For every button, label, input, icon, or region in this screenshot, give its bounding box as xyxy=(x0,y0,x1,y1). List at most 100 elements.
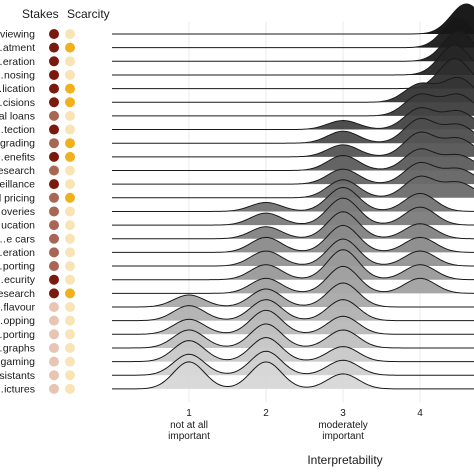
stakes-dot xyxy=(49,274,59,285)
scarcity-column-header: Scarcity xyxy=(67,7,110,21)
indicator-dots xyxy=(49,29,75,394)
scarcity-dot xyxy=(65,233,75,244)
ridge-area xyxy=(112,249,474,280)
stakes-dot xyxy=(49,124,59,135)
row-label: …cisions xyxy=(0,97,35,109)
stakes-dot xyxy=(49,383,59,394)
ridge-line xyxy=(112,249,474,281)
scarcity-dot xyxy=(65,138,75,149)
scarcity-dot xyxy=(65,261,75,272)
ridge-area xyxy=(112,239,474,267)
scarcity-dot xyxy=(65,151,75,162)
stakes-dot xyxy=(49,288,59,299)
ridge-area xyxy=(112,198,474,226)
ridge-line xyxy=(112,238,474,267)
scarcity-dot xyxy=(65,370,75,381)
ridge-area xyxy=(112,361,474,389)
row-labels: …viewing…atment…eration…nosing…lication…… xyxy=(0,29,36,396)
row-label: …gaming xyxy=(0,356,35,368)
ridge-line xyxy=(112,323,474,349)
stakes-dot xyxy=(49,56,59,67)
x-tick-sublabel: not at all xyxy=(170,420,208,431)
row-label: …esearch xyxy=(0,288,35,300)
scarcity-dot xyxy=(65,110,75,121)
scarcity-dot xyxy=(65,302,75,312)
scarcity-dot xyxy=(65,288,75,299)
stakes-dot xyxy=(49,165,59,176)
ridge-area xyxy=(112,17,474,48)
ridge-line xyxy=(112,350,474,376)
row-label: …ucation xyxy=(0,220,35,232)
ridge-line xyxy=(112,30,474,62)
ridge-area xyxy=(112,351,474,376)
row-label: …porting xyxy=(0,261,35,273)
scarcity-dot xyxy=(65,69,75,80)
ridge-area xyxy=(112,310,474,335)
row-label: …tection xyxy=(0,124,35,136)
stakes-dot xyxy=(49,220,59,231)
ridges xyxy=(112,3,474,390)
stakes-dot xyxy=(49,261,59,272)
scarcity-dot xyxy=(65,274,75,285)
ridge-line xyxy=(112,44,474,76)
row-label: …overies xyxy=(0,206,35,218)
scarcity-dot xyxy=(65,42,75,53)
ridge-line xyxy=(112,76,474,103)
stakes-dot xyxy=(49,192,59,203)
stakes-dot xyxy=(49,370,59,381)
ridge-area xyxy=(112,266,474,294)
stakes-dot xyxy=(49,179,59,190)
ridge-line xyxy=(112,161,474,185)
scarcity-dot xyxy=(65,192,75,203)
ridge-line xyxy=(112,282,474,308)
ridge-line xyxy=(112,309,474,335)
stakes-dot xyxy=(49,329,59,340)
ridge-area xyxy=(112,176,474,198)
stakes-dot xyxy=(49,356,59,367)
stakes-dot xyxy=(49,97,59,108)
stakes-dot xyxy=(49,29,59,39)
ridge-line xyxy=(112,3,474,35)
ridge-area xyxy=(112,225,474,253)
row-label: …atment xyxy=(0,42,35,54)
row-label: …grading xyxy=(0,138,35,150)
row-label: …eration xyxy=(0,247,35,259)
x-tick-sublabel: moderately xyxy=(318,420,367,431)
row-label: …ictures xyxy=(0,383,35,395)
row-label: …porting xyxy=(0,329,35,341)
ridge-line xyxy=(112,107,474,131)
x-tick-label: 1 xyxy=(186,408,192,419)
ridge-line xyxy=(112,93,474,117)
ridge-line xyxy=(112,148,474,171)
stakes-dot xyxy=(49,42,59,53)
ridge-line xyxy=(112,361,474,390)
ridge-area xyxy=(112,4,474,34)
stakes-dot xyxy=(49,315,59,326)
row-label: …l pricing xyxy=(0,192,35,204)
scarcity-dot xyxy=(65,83,75,94)
scarcity-dot xyxy=(65,124,75,135)
scarcity-dot xyxy=(65,97,75,108)
scarcity-dot xyxy=(65,220,75,231)
gridlines xyxy=(188,22,421,402)
scarcity-dot xyxy=(65,56,75,67)
stakes-dot xyxy=(49,110,59,121)
ridge-area xyxy=(112,337,474,362)
scarcity-dot xyxy=(65,329,75,340)
ridge-line xyxy=(112,186,474,212)
row-label: …sistants xyxy=(0,370,35,382)
ridge-line xyxy=(112,299,474,322)
row-label: …al loans xyxy=(0,110,35,122)
x-axis-title: Interpretability xyxy=(307,453,382,467)
stakes-dot xyxy=(49,151,59,162)
x-tick-label: 3 xyxy=(340,408,346,419)
x-tick-label: 4 xyxy=(417,408,423,419)
scarcity-dot xyxy=(65,356,75,367)
ridge-line xyxy=(112,175,474,199)
scarcity-dot xyxy=(65,247,75,258)
scarcity-dot xyxy=(65,165,75,176)
ridge-area xyxy=(112,187,474,212)
ridge-line xyxy=(112,211,474,240)
